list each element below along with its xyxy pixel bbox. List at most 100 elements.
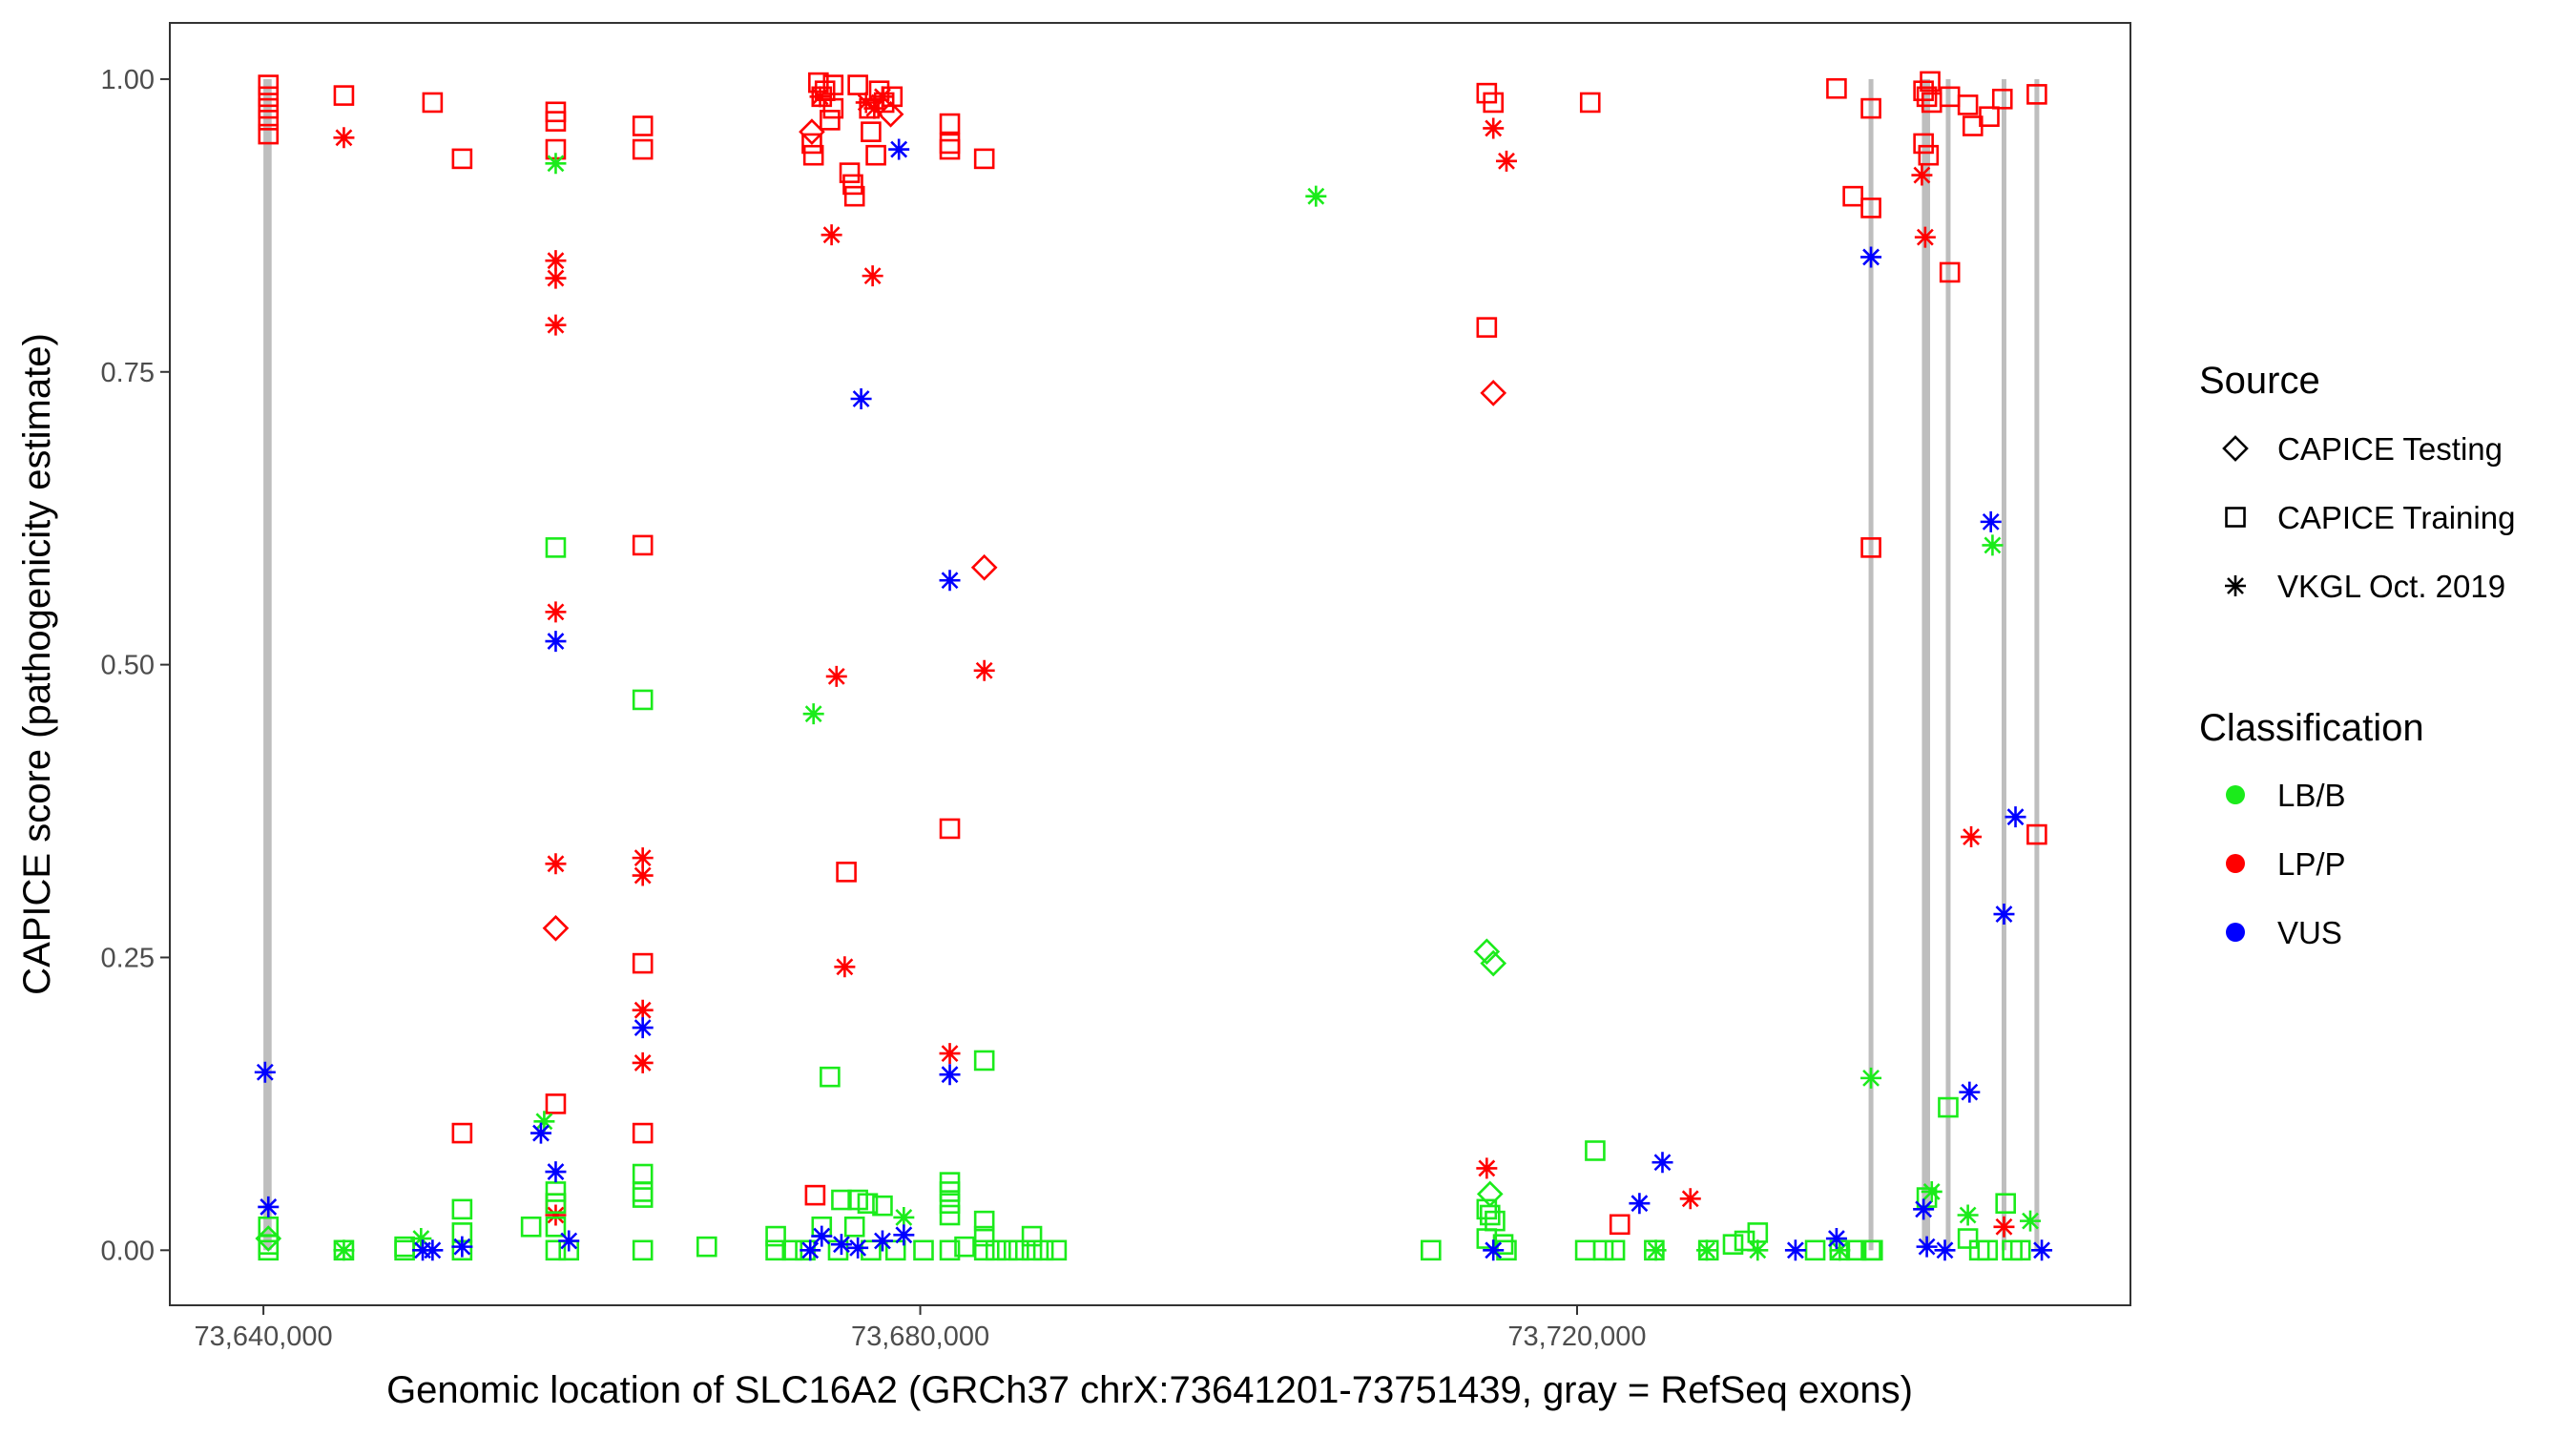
point-square bbox=[939, 113, 961, 135]
point-asterisk bbox=[1825, 1228, 1847, 1250]
point-square bbox=[258, 123, 280, 145]
point-asterisk bbox=[632, 1051, 654, 1073]
point-square bbox=[1585, 1140, 1606, 1161]
point-square bbox=[1483, 92, 1505, 114]
point-square bbox=[1604, 1239, 1626, 1261]
point-asterisk bbox=[451, 1236, 473, 1258]
point-square bbox=[1920, 71, 1941, 93]
point-asterisk bbox=[800, 1239, 821, 1261]
point-square bbox=[632, 1239, 654, 1261]
point-asterisk bbox=[632, 999, 654, 1021]
point-square bbox=[1842, 185, 1863, 207]
point-square bbox=[632, 952, 654, 974]
point-square bbox=[1592, 1239, 1614, 1261]
point-square bbox=[1913, 133, 1934, 155]
y-tick-label: 0.25 bbox=[101, 943, 155, 973]
point-square bbox=[872, 1195, 893, 1217]
point-square bbox=[451, 148, 473, 170]
y-tick-label: 0.00 bbox=[101, 1236, 155, 1266]
point-square bbox=[545, 1216, 567, 1238]
point-square bbox=[2026, 84, 2047, 105]
point-square bbox=[842, 174, 863, 196]
point-asterisk bbox=[850, 387, 872, 409]
point-asterisk bbox=[1961, 826, 1983, 848]
point-square bbox=[1979, 106, 2000, 127]
point-square bbox=[1916, 86, 1938, 108]
exon-band bbox=[1868, 78, 1874, 1251]
point-asterisk bbox=[1476, 1157, 1498, 1179]
point-square bbox=[1957, 94, 1979, 115]
point-square bbox=[1860, 198, 1881, 219]
point-square bbox=[847, 74, 868, 95]
point-asterisk bbox=[632, 864, 654, 886]
point-square bbox=[1021, 1225, 1043, 1247]
point-asterisk bbox=[530, 1122, 551, 1144]
point-asterisk bbox=[545, 267, 567, 289]
legend-title-source: Source bbox=[2199, 360, 2320, 402]
point-asterisk bbox=[1305, 185, 1327, 207]
point-square bbox=[1021, 1239, 1043, 1261]
legend-key-diamond bbox=[2222, 435, 2249, 462]
point-square bbox=[545, 537, 567, 558]
data-points bbox=[254, 71, 2053, 1261]
legend-label-lbb: LB/B bbox=[2277, 778, 2346, 813]
point-asterisk bbox=[834, 956, 856, 978]
point-asterisk bbox=[862, 265, 883, 287]
x-tick-label: 73,720,000 bbox=[1507, 1322, 1646, 1352]
plot-panel-border bbox=[169, 22, 2131, 1306]
point-asterisk bbox=[939, 570, 961, 592]
point-square bbox=[839, 162, 861, 183]
point-square bbox=[996, 1239, 1018, 1261]
point-square bbox=[545, 1239, 567, 1261]
point-asterisk bbox=[1911, 164, 1933, 186]
point-square bbox=[836, 862, 857, 883]
point-square bbox=[801, 133, 822, 155]
point-asterisk bbox=[1483, 1239, 1505, 1261]
point-square bbox=[939, 818, 961, 840]
point-asterisk bbox=[830, 1234, 852, 1256]
point-square bbox=[1804, 1239, 1826, 1261]
point-square bbox=[804, 1184, 826, 1206]
point-asterisk bbox=[1652, 1152, 1673, 1174]
point-square bbox=[1722, 1234, 1744, 1255]
point-square bbox=[632, 689, 654, 711]
point-square bbox=[865, 144, 886, 166]
point-diamond bbox=[877, 100, 904, 128]
point-square bbox=[1861, 1239, 1883, 1261]
point-asterisk bbox=[2031, 1239, 2053, 1261]
point-square bbox=[1008, 1239, 1029, 1261]
point-square bbox=[258, 97, 280, 119]
point-square bbox=[831, 1189, 852, 1211]
point-square bbox=[939, 138, 961, 160]
axes: 73,640,000 73,680,000 73,720,000 0.00 0.25 0.… bbox=[101, 65, 1647, 1352]
point-asterisk bbox=[809, 86, 831, 108]
exon-band bbox=[2034, 78, 2040, 1251]
point-asterisk bbox=[412, 1239, 434, 1261]
point-square bbox=[1032, 1239, 1054, 1261]
point-asterisk bbox=[1747, 1239, 1769, 1261]
point-asterisk bbox=[888, 138, 910, 160]
legend-title-classification: Classification bbox=[2199, 707, 2424, 749]
legend-key-dot bbox=[2226, 785, 2245, 804]
point-square bbox=[1939, 261, 1961, 283]
y-tick-label: 0.75 bbox=[101, 358, 155, 388]
legend-label-vkgl: VKGL Oct. 2019 bbox=[2277, 569, 2505, 604]
point-asterisk bbox=[1959, 1081, 1981, 1103]
point-square bbox=[973, 148, 995, 170]
point-asterisk bbox=[1921, 1180, 1942, 1202]
point-square bbox=[939, 133, 961, 155]
point-square bbox=[820, 1066, 841, 1088]
point-diamond bbox=[1476, 1180, 1504, 1208]
point-square bbox=[545, 111, 567, 132]
point-square bbox=[632, 115, 654, 136]
legend-key-dot bbox=[2226, 854, 2245, 873]
point-square bbox=[258, 110, 280, 131]
point-asterisk bbox=[333, 127, 355, 149]
point-square bbox=[545, 1181, 567, 1202]
point-square bbox=[258, 86, 280, 108]
point-asterisk bbox=[871, 86, 893, 108]
point-asterisk bbox=[410, 1228, 432, 1250]
point-diamond bbox=[542, 914, 570, 942]
point-asterisk bbox=[545, 631, 567, 653]
point-square bbox=[954, 1236, 975, 1258]
